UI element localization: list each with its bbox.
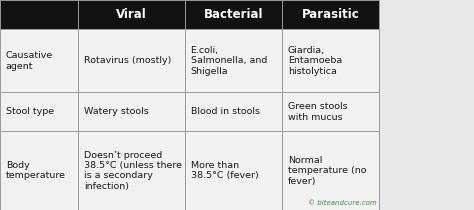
Text: Blood in stools: Blood in stools — [191, 107, 260, 116]
Text: Green stools
with mucus: Green stools with mucus — [288, 102, 347, 122]
Text: Doesn’t proceed
38.5°C (unless there
is a secondary
infection): Doesn’t proceed 38.5°C (unless there is … — [84, 151, 182, 191]
Text: Normal
temperature (no
fever): Normal temperature (no fever) — [288, 156, 366, 185]
Text: Watery stools: Watery stools — [84, 107, 149, 116]
Text: Stool type: Stool type — [6, 107, 54, 116]
Text: Bacterial: Bacterial — [204, 8, 263, 21]
Text: Giardia,
Entamoeba
histolytica: Giardia, Entamoeba histolytica — [288, 46, 342, 76]
Text: Rotavirus (mostly): Rotavirus (mostly) — [84, 56, 171, 65]
Bar — [0, 29, 379, 210]
Text: E.coli,
Salmonella, and
Shigella: E.coli, Salmonella, and Shigella — [191, 46, 267, 76]
Text: Viral: Viral — [116, 8, 147, 21]
Text: Parasitic: Parasitic — [302, 8, 359, 21]
Text: © biteandcure.com: © biteandcure.com — [308, 200, 377, 206]
Text: More than
38.5°C (fever): More than 38.5°C (fever) — [191, 161, 258, 180]
Bar — [0, 0, 379, 29]
Text: Causative
agent: Causative agent — [6, 51, 53, 71]
Text: Body
temperature: Body temperature — [6, 161, 66, 180]
